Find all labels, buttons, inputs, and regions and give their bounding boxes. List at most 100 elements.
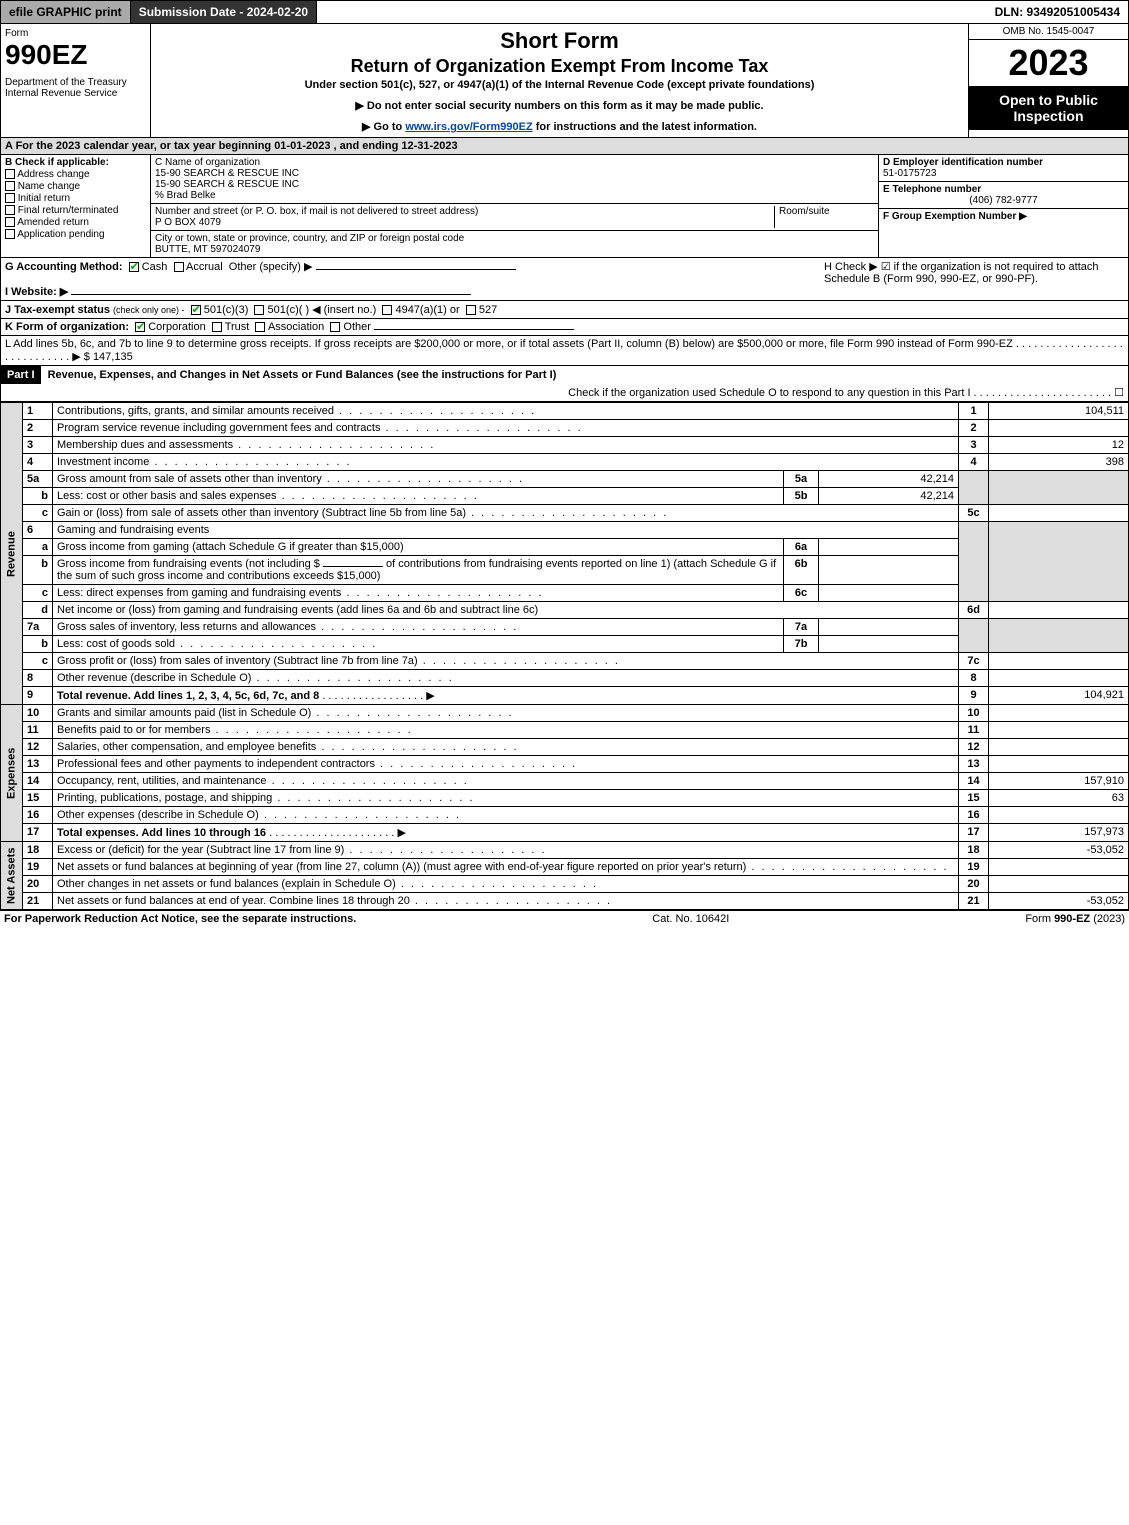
- section-b-c-d: B Check if applicable: Address change Na…: [0, 155, 1129, 258]
- row-l: L Add lines 5b, 6c, and 7b to line 9 to …: [0, 336, 1129, 366]
- row-j: J Tax-exempt status (check only one) - 5…: [0, 301, 1129, 319]
- line-6b-value: [819, 556, 959, 585]
- line-16: 16 Other expenses (describe in Schedule …: [1, 807, 1129, 824]
- line-20-amount: [989, 876, 1129, 893]
- line-5c-amount: [989, 505, 1129, 522]
- tel-label: E Telephone number: [883, 184, 981, 195]
- checkbox-name-change[interactable]: Name change: [5, 181, 146, 192]
- form-subtitle: Under section 501(c), 527, or 4947(a)(1)…: [155, 79, 964, 91]
- checkbox-corporation[interactable]: [135, 322, 145, 332]
- checkbox-501c[interactable]: [254, 305, 264, 315]
- schedule-o-check: Check if the organization used Schedule …: [1, 384, 1128, 401]
- line-6d: d Net income or (loss) from gaming and f…: [1, 602, 1129, 619]
- omb-number: OMB No. 1545-0047: [969, 24, 1128, 40]
- line-6: 6 Gaming and fundraising events: [1, 522, 1129, 539]
- col-b-header: B Check if applicable:: [5, 157, 109, 168]
- checkbox-cash[interactable]: [129, 262, 139, 272]
- line-17: 17 Total expenses. Add lines 10 through …: [1, 824, 1129, 842]
- line-9: 9 Total revenue. Add lines 1, 2, 3, 4, 5…: [1, 687, 1129, 705]
- checkbox-address-change[interactable]: Address change: [5, 169, 146, 180]
- line-13-amount: [989, 756, 1129, 773]
- part-1-badge: Part I: [1, 366, 41, 384]
- checkbox-final-return[interactable]: Final return/terminated: [5, 205, 146, 216]
- line-2-amount: [989, 420, 1129, 437]
- line-7b-value: [819, 636, 959, 653]
- city-label: City or town, state or province, country…: [155, 233, 874, 244]
- line-10: Expenses 10 Grants and similar amounts p…: [1, 705, 1129, 722]
- form-ref: Form 990-EZ (2023): [1025, 913, 1125, 925]
- checkbox-amended-return[interactable]: Amended return: [5, 217, 146, 228]
- checkbox-trust[interactable]: [212, 322, 222, 332]
- room-suite-label: Room/suite: [774, 206, 874, 228]
- efile-print-button[interactable]: efile GRAPHIC print: [1, 1, 131, 23]
- line-20: 20 Other changes in net assets or fund b…: [1, 876, 1129, 893]
- line-3-amount: 12: [989, 437, 1129, 454]
- net-assets-vertical-label: Net Assets: [1, 842, 23, 910]
- line-10-amount: [989, 705, 1129, 722]
- ein-label: D Employer identification number: [883, 157, 1043, 168]
- line-19-amount: [989, 859, 1129, 876]
- line-7c: c Gross profit or (loss) from sales of i…: [1, 653, 1129, 670]
- line-4: 4 Investment income 4 398: [1, 454, 1129, 471]
- line-7c-amount: [989, 653, 1129, 670]
- line-14: 14 Occupancy, rent, utilities, and maint…: [1, 773, 1129, 790]
- line-21: 21 Net assets or fund balances at end of…: [1, 893, 1129, 910]
- line-7a-value: [819, 619, 959, 636]
- org-name-label: C Name of organization: [155, 157, 874, 168]
- line-8: 8 Other revenue (describe in Schedule O)…: [1, 670, 1129, 687]
- form-number: 990EZ: [5, 39, 146, 71]
- line-15: 15 Printing, publications, postage, and …: [1, 790, 1129, 807]
- street-value: P O BOX 4079: [155, 217, 774, 228]
- line-4-amount: 398: [989, 454, 1129, 471]
- line-18-amount: -53,052: [989, 842, 1129, 859]
- line-9-amount: 104,921: [989, 687, 1129, 705]
- form-header: Form 990EZ Department of the Treasury In…: [0, 24, 1129, 138]
- checkbox-initial-return[interactable]: Initial return: [5, 193, 146, 204]
- public-inspection-badge: Open to Public Inspection: [969, 86, 1128, 130]
- checkbox-501c3[interactable]: [191, 305, 201, 315]
- care-of: % Brad Belke: [155, 190, 874, 201]
- checkbox-4947[interactable]: [382, 305, 392, 315]
- checkbox-association[interactable]: [255, 322, 265, 332]
- line-15-amount: 63: [989, 790, 1129, 807]
- checkbox-application-pending[interactable]: Application pending: [5, 229, 146, 240]
- column-c: C Name of organization 15-90 SEARCH & RE…: [151, 155, 878, 257]
- org-name-1: 15-90 SEARCH & RESCUE INC: [155, 168, 874, 179]
- line-13: 13 Professional fees and other payments …: [1, 756, 1129, 773]
- line-6c-value: [819, 585, 959, 602]
- row-g-h: G Accounting Method: Cash Accrual Other …: [0, 258, 1129, 301]
- part-1-table: Revenue 1 Contributions, gifts, grants, …: [0, 402, 1129, 910]
- line-12-amount: [989, 739, 1129, 756]
- header-right: OMB No. 1545-0047 2023 Open to Public In…: [968, 24, 1128, 137]
- website-label: I Website: ▶: [5, 286, 68, 298]
- gross-receipts-amount: 147,135: [93, 351, 133, 363]
- line-18: Net Assets 18 Excess or (deficit) for th…: [1, 842, 1129, 859]
- irs-link[interactable]: www.irs.gov/Form990EZ: [405, 121, 532, 133]
- checkbox-other-org[interactable]: [330, 322, 340, 332]
- line-16-amount: [989, 807, 1129, 824]
- header-mid: Short Form Return of Organization Exempt…: [151, 24, 968, 137]
- street-label: Number and street (or P. O. box, if mail…: [155, 206, 774, 217]
- checkbox-527[interactable]: [466, 305, 476, 315]
- line-2: 2 Program service revenue including gove…: [1, 420, 1129, 437]
- line-6a-value: [819, 539, 959, 556]
- line-7a: 7a Gross sales of inventory, less return…: [1, 619, 1129, 636]
- expenses-vertical-label: Expenses: [1, 705, 23, 842]
- row-k: K Form of organization: Corporation Trus…: [0, 319, 1129, 336]
- column-b: B Check if applicable: Address change Na…: [1, 155, 151, 257]
- website-input[interactable]: [71, 294, 471, 295]
- group-exemption-label: F Group Exemption Number ▶: [883, 211, 1027, 222]
- page-footer: For Paperwork Reduction Act Notice, see …: [0, 910, 1129, 927]
- line-19: 19 Net assets or fund balances at beginn…: [1, 859, 1129, 876]
- line-1-amount: 104,511: [989, 403, 1129, 420]
- other-specify-input[interactable]: [316, 269, 516, 270]
- submission-date-badge: Submission Date - 2024-02-20: [131, 1, 317, 23]
- row-a-tax-year: A For the 2023 calendar year, or tax yea…: [0, 138, 1129, 155]
- ssn-warning: ▶ Do not enter social security numbers o…: [155, 99, 964, 112]
- line-1: Revenue 1 Contributions, gifts, grants, …: [1, 403, 1129, 420]
- form-title-2: Return of Organization Exempt From Incom…: [155, 56, 964, 77]
- tax-year: 2023: [969, 40, 1128, 86]
- checkbox-accrual[interactable]: [174, 262, 184, 272]
- paperwork-notice: For Paperwork Reduction Act Notice, see …: [4, 913, 356, 925]
- cat-number: Cat. No. 10642I: [652, 913, 729, 925]
